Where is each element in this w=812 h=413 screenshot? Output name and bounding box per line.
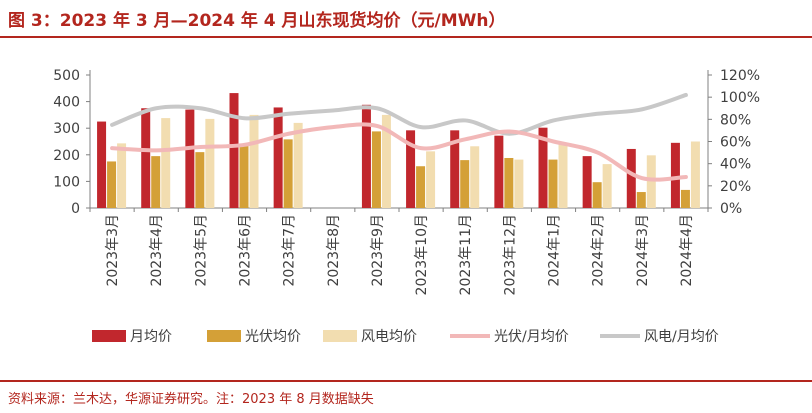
bar-风电均价 bbox=[602, 164, 612, 208]
x-tick-label: 2024年4月 bbox=[679, 214, 695, 287]
x-tick-label: 2023年3月 bbox=[105, 214, 121, 287]
y-right-tick-label: 60% bbox=[720, 135, 751, 151]
bar-风电均价 bbox=[161, 118, 171, 208]
y-left-tick-label: 500 bbox=[53, 68, 80, 84]
bar-月均价 bbox=[538, 127, 548, 208]
bar-风电均价 bbox=[293, 122, 303, 208]
bar-风电均价 bbox=[646, 155, 656, 208]
bar-光伏均价 bbox=[416, 166, 426, 208]
y-left-tick-label: 400 bbox=[53, 95, 80, 111]
y-right-tick-label: 80% bbox=[720, 112, 751, 128]
bar-月均价 bbox=[185, 109, 195, 208]
bar-风电均价 bbox=[426, 151, 436, 208]
bar-光伏均价 bbox=[460, 160, 470, 208]
y-left-tick-label: 300 bbox=[53, 121, 80, 137]
legend-label-风电/月均价: 风电/月均价 bbox=[644, 329, 719, 345]
bar-月均价 bbox=[141, 108, 151, 208]
bar-月均价 bbox=[494, 135, 504, 208]
x-tick-label: 2024年1月 bbox=[547, 214, 563, 287]
x-tick-label: 2024年2月 bbox=[591, 214, 607, 287]
bar-风电均价 bbox=[381, 114, 391, 208]
bar-风电均价 bbox=[514, 159, 524, 208]
title-rule bbox=[0, 36, 812, 38]
bar-光伏均价 bbox=[239, 143, 249, 208]
y-right-tick-label: 100% bbox=[720, 90, 760, 106]
legend-label-月均价: 月均价 bbox=[130, 329, 172, 345]
bar-光伏均价 bbox=[371, 131, 381, 208]
y-left-tick-label: 200 bbox=[53, 148, 80, 164]
bar-光伏均价 bbox=[107, 161, 117, 208]
bar-月均价 bbox=[273, 107, 283, 208]
bar-光伏均价 bbox=[592, 182, 602, 208]
bar-风电均价 bbox=[249, 114, 259, 208]
x-tick-label: 2023年6月 bbox=[238, 214, 254, 287]
bar-月均价 bbox=[670, 142, 680, 208]
x-tick-label: 2023年9月 bbox=[370, 214, 386, 287]
legend-label-光伏/月均价: 光伏/月均价 bbox=[494, 329, 569, 345]
bar-光伏均价 bbox=[504, 157, 514, 208]
bar-光伏均价 bbox=[680, 189, 690, 208]
legend-label-光伏均价: 光伏均价 bbox=[245, 329, 301, 345]
y-right-tick-label: 20% bbox=[720, 179, 751, 195]
line-光伏/月均价 bbox=[110, 122, 688, 182]
y-right-tick-label: 0% bbox=[720, 201, 742, 217]
legend-swatch-风电均价 bbox=[323, 330, 357, 342]
x-tick-label: 2023年10月 bbox=[414, 214, 430, 295]
x-tick-label: 2023年8月 bbox=[326, 214, 342, 287]
bar-光伏均价 bbox=[283, 139, 293, 208]
bar-月均价 bbox=[229, 93, 239, 208]
bar-光伏均价 bbox=[548, 159, 558, 208]
bar-风电均价 bbox=[205, 118, 215, 208]
y-right-tick-label: 120% bbox=[720, 68, 760, 84]
x-tick-label: 2024年3月 bbox=[635, 214, 651, 287]
y-left-tick-label: 0 bbox=[71, 201, 80, 217]
footer-rule bbox=[0, 380, 812, 382]
source-note: 资料来源：兰木达，华源证券研究。注：2023 年 8 月数据缺失 bbox=[8, 392, 374, 407]
legend-swatch-光伏均价 bbox=[207, 330, 241, 342]
bar-风电均价 bbox=[558, 144, 568, 208]
legend-label-风电均价: 风电均价 bbox=[361, 329, 417, 345]
bar-风电均价 bbox=[117, 143, 127, 208]
bar-光伏均价 bbox=[195, 152, 205, 208]
y-left-tick-label: 100 bbox=[53, 174, 80, 190]
bar-月均价 bbox=[97, 121, 107, 208]
bar-月均价 bbox=[582, 156, 592, 208]
x-tick-label: 2023年7月 bbox=[282, 214, 298, 287]
chart-title: 图 3：2023 年 3 月—2024 年 4 月山东现货均价（元/MWh） bbox=[8, 11, 506, 31]
x-tick-label: 2023年4月 bbox=[149, 214, 165, 287]
bar-风电均价 bbox=[470, 146, 480, 208]
bar-月均价 bbox=[406, 130, 416, 208]
x-tick-label: 2023年11月 bbox=[458, 214, 474, 295]
bar-风电均价 bbox=[690, 141, 700, 208]
y-right-tick-label: 40% bbox=[720, 157, 751, 173]
line-风电/月均价 bbox=[110, 92, 688, 136]
bar-月均价 bbox=[626, 148, 636, 208]
x-tick-label: 2023年12月 bbox=[502, 214, 518, 295]
bar-月均价 bbox=[361, 104, 371, 208]
bar-月均价 bbox=[450, 130, 460, 208]
bar-光伏均价 bbox=[151, 156, 161, 208]
x-tick-label: 2023年5月 bbox=[193, 214, 209, 287]
legend-swatch-月均价 bbox=[92, 330, 126, 342]
bar-光伏均价 bbox=[636, 192, 646, 208]
